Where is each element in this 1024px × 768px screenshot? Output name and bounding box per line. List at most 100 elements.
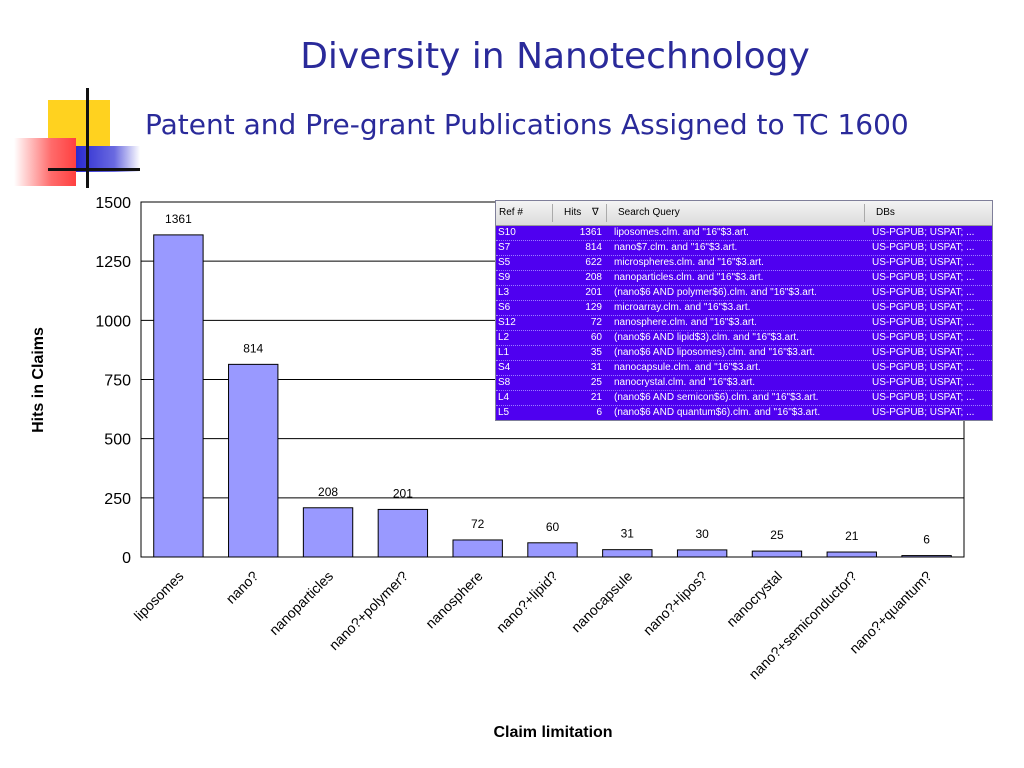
row-ref: S6 [498,302,511,313]
x-tick-label-6: nanocapsule [568,568,636,636]
table-row[interactable]: S9 208 nanoparticles.clm. and "16"$3.art. U… [496,271,992,286]
table-row[interactable]: L4 21 (nano$6 AND semicon$6).clm. and "16"… [496,391,992,406]
row-dbs: US-PGPUB; USPAT; ... [872,332,975,343]
table-row[interactable]: S4 31 nanocapsule.clm. and "16"$3.art. US-P… [496,361,992,376]
row-ref: S4 [498,362,511,373]
data-label-6: 31 [621,527,635,541]
bar-6 [602,549,653,558]
row-dbs: US-PGPUB; USPAT; ... [872,362,975,373]
y-axis-label: Hits in Claims [30,327,47,433]
table-row[interactable]: L2 60 (nano$6 AND lipid$3).clm. and "16"$3… [496,331,992,346]
row-query: nanosphere.clm. and "16"$3.art. [614,317,757,328]
row-hits: 814 [585,242,602,253]
row-dbs: US-PGPUB; USPAT; ... [872,257,975,268]
data-label-1: 814 [243,341,263,355]
data-label-4: 72 [471,517,485,531]
row-ref: S9 [498,272,511,283]
decor-red-bar [14,138,76,186]
y-tick-label: 750 [104,373,131,390]
header-ref[interactable]: Ref # [499,207,523,218]
x-tick-label-8: nanocrystal [723,568,785,630]
header-dbs[interactable]: DBs [876,207,895,218]
x-tick-label-10: nano?+quantum? [846,568,935,657]
row-query: (nano$6 AND liposomes).clm. and "16"$3.a… [614,347,816,358]
y-tick-label: 250 [104,491,131,508]
x-tick-label-3: nano?+polymer? [326,568,411,653]
x-tick-label-2: nanoparticles [266,568,336,638]
row-query: nanocapsule.clm. and "16"$3.art. [614,362,761,373]
header-search-query[interactable]: Search Query [618,207,680,218]
x-axis-label: Claim limitation [493,724,612,741]
table-row[interactable]: S5 622 microspheres.clm. and "16"$3.art. US… [496,256,992,271]
x-tick-label-5: nano?+lipid? [493,568,561,636]
x-tick-label-1: nano? [223,568,262,607]
row-query: nanoparticles.clm. and "16"$3.art. [614,272,764,283]
row-dbs: US-PGPUB; USPAT; ... [872,242,975,253]
bar-8 [751,550,803,558]
table-row[interactable]: S12 72 nanosphere.clm. and "16"$3.art. US-P… [496,316,992,331]
decor-vertical-line [86,88,89,188]
table-row[interactable]: S8 25 nanocrystal.clm. and "16"$3.art. US-P… [496,376,992,391]
x-tick-label-0: liposomes [131,568,187,624]
row-dbs: US-PGPUB; USPAT; ... [872,302,975,313]
row-ref: S8 [498,377,511,388]
row-hits: 31 [590,362,602,373]
table-row[interactable]: L5 6 (nano$6 AND quantum$6).clm. and "16"$… [496,406,992,420]
row-hits: 35 [590,347,602,358]
header-hits[interactable]: Hits [564,207,582,218]
table-row[interactable]: S6 129 microarray.clm. and "16"$3.art. US-P… [496,301,992,316]
data-label-8: 25 [770,528,784,542]
bar-0 [153,234,204,558]
x-tick-label-4: nanosphere [422,568,486,632]
data-label-3: 201 [393,486,413,500]
row-dbs: US-PGPUB; USPAT; ... [872,272,975,283]
row-query: (nano$6 AND lipid$3).clm. and "16"$3.art… [614,332,799,343]
table-row[interactable]: S7 814 nano$7.clm. and "16"$3.art. US-PGPUB… [496,241,992,256]
row-ref: L4 [498,392,510,403]
bar-2 [302,507,354,558]
data-label-0: 1361 [165,212,192,226]
query-table-header: Ref # Hits ∇ Search Query DBs [496,201,992,226]
row-ref: L2 [498,332,510,343]
table-row[interactable]: L3 201 (nano$6 AND polymer$6).clm. and "16… [496,286,992,301]
row-query: liposomes.clm. and "16"$3.art. [614,227,749,238]
bar-3 [377,508,429,558]
row-query: (nano$6 AND polymer$6).clm. and "16"$3.a… [614,287,817,298]
slide-title: Diversity in Nanotechnology [300,36,810,77]
bar-9 [826,551,877,558]
table-row[interactable]: L1 35 (nano$6 AND liposomes).clm. and "16"… [496,346,992,361]
row-query: nano$7.clm. and "16"$3.art. [614,242,738,253]
sort-icon[interactable]: ∇ [592,207,599,218]
row-hits: 60 [590,332,602,343]
row-ref: L3 [498,287,510,298]
row-dbs: US-PGPUB; USPAT; ... [872,377,975,388]
row-ref: S7 [498,242,511,253]
y-tick-label: 0 [122,550,131,567]
row-query: (nano$6 AND quantum$6).clm. and "16"$3.a… [614,407,821,418]
bar-1 [228,363,279,558]
row-dbs: US-PGPUB; USPAT; ... [872,287,975,298]
row-query: (nano$6 AND semicon$6).clm. and "16"$3.a… [614,392,819,403]
row-hits: 208 [585,272,602,283]
y-tick-label: 1000 [95,313,131,330]
data-label-9: 21 [845,529,859,543]
row-hits: 25 [590,377,602,388]
data-label-10: 6 [923,533,930,547]
table-row[interactable]: S10 1361 liposomes.clm. and "16"$3.art. US-… [496,226,992,241]
row-hits: 72 [590,317,602,328]
row-ref: S10 [498,227,516,238]
data-label-5: 60 [546,520,560,534]
row-dbs: US-PGPUB; USPAT; ... [872,317,975,328]
row-hits: 21 [590,392,602,403]
bar-7 [676,549,728,558]
row-ref: S12 [498,317,516,328]
bar-5 [527,542,578,558]
row-query: microarray.clm. and "16"$3.art. [614,302,751,313]
y-tick-label: 1500 [95,195,131,212]
row-hits: 1361 [579,227,602,238]
row-dbs: US-PGPUB; USPAT; ... [872,392,975,403]
row-hits: 201 [585,287,602,298]
search-query-panel: Ref # Hits ∇ Search Query DBs S10 1361 lip… [495,200,993,421]
row-ref: L5 [498,407,510,418]
